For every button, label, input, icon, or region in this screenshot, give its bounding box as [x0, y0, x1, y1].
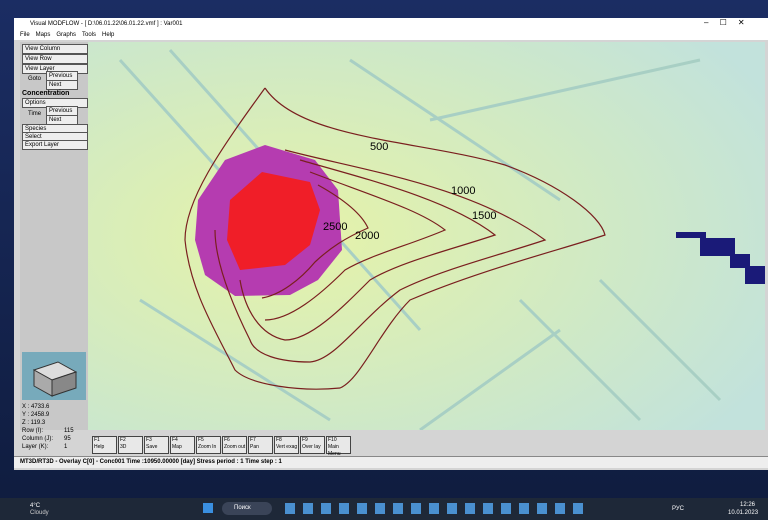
key: F10	[328, 437, 337, 443]
coord: Column (J):	[22, 436, 54, 442]
cells	[676, 232, 765, 284]
clock-date: 10.01.2023	[728, 510, 759, 516]
cube-icon	[32, 361, 78, 397]
toolbar-button[interactable]: F7 Pan	[248, 436, 273, 454]
coord: 95	[64, 436, 71, 442]
key: F1	[94, 437, 100, 443]
toolbar-button[interactable]: F1 Help	[92, 436, 117, 454]
label: Vert exag	[276, 444, 298, 450]
button[interactable]: View Row	[22, 54, 88, 64]
label: Time	[28, 111, 42, 117]
section-label: Concentration	[22, 90, 70, 97]
button[interactable]: Next	[46, 80, 78, 90]
cube-view	[22, 352, 86, 400]
coord: Row (I):	[22, 428, 43, 434]
contour-label: 2500	[323, 221, 347, 233]
temperature: 4°C	[30, 503, 41, 509]
coord: X : 4733.6	[22, 404, 50, 410]
coord: Z : 119.3	[22, 420, 46, 426]
label: Zoom In	[198, 444, 217, 450]
contour-label: 1000	[451, 185, 475, 197]
label: Pan	[250, 444, 259, 450]
status-text: MT3D/RT3D - Overlay C[0] - Conc001 Time …	[20, 459, 282, 465]
menu-item[interactable]: Graphs	[56, 32, 77, 38]
key: F2	[120, 437, 126, 443]
clock-time: 12:26	[740, 502, 756, 508]
menu-item[interactable]: Maps	[35, 32, 51, 38]
map-background	[88, 42, 765, 430]
coord: 1	[64, 444, 68, 450]
weather: Cloudy	[30, 510, 49, 516]
key: F8	[276, 437, 282, 443]
toolbar-button[interactable]: F10 Main Menu	[326, 436, 351, 457]
contours	[184, 87, 606, 390]
key: F3	[146, 437, 152, 443]
key: F9	[302, 437, 308, 443]
taskbar-icons[interactable]	[285, 503, 585, 514]
status-bar: MT3D/RT3D - Overlay C[0] - Conc001 Time …	[14, 456, 768, 468]
search-text: Поиск	[234, 505, 251, 511]
coord: 115	[64, 428, 74, 434]
toolbar-button[interactable]: F4 Map	[170, 436, 195, 454]
contour-label: 500	[370, 141, 388, 153]
map: 500 1000 1500 2000 2500	[88, 42, 765, 430]
language: РУС	[672, 506, 685, 512]
window-controls[interactable]: – ☐ ✕	[704, 18, 745, 27]
toolbar-button[interactable]: F3 Save	[144, 436, 169, 454]
coord: Layer (K):	[22, 444, 49, 450]
label: Help	[94, 444, 105, 450]
label: Goto	[28, 76, 42, 82]
toolbar-button[interactable]: F5 Zoom In	[196, 436, 221, 454]
toolbar-button[interactable]: F8 Vert exag	[274, 436, 299, 454]
title-bar: Visual MODFLOW - [ D:\06.01.22\06.01.22.…	[14, 18, 768, 30]
label: Zoom out	[224, 444, 246, 450]
button[interactable]: Export Layer	[22, 140, 88, 150]
label: Map	[172, 444, 182, 450]
toolbar-button[interactable]: F9 Over lay	[300, 436, 325, 454]
window-title: Visual MODFLOW - [ D:\06.01.22\06.01.22.…	[30, 21, 183, 27]
menu-item[interactable]: Tools	[82, 32, 97, 38]
key: F6	[224, 437, 230, 443]
label: Main Menu	[328, 444, 341, 457]
toolbar-button[interactable]: F2 3D	[118, 436, 143, 454]
label: Over lay	[302, 444, 321, 450]
button[interactable]: View Column	[22, 44, 88, 54]
key: F5	[198, 437, 204, 443]
key: F7	[250, 437, 256, 443]
menu-item[interactable]: File	[20, 32, 30, 38]
label: Save	[146, 444, 158, 450]
plume-core	[227, 172, 320, 270]
taskbar: 4°C Cloudy Поиск РУС 12:26 10.01.2023	[0, 498, 768, 520]
contour-label: 2000	[355, 230, 379, 242]
contour-label: 1500	[472, 210, 496, 222]
coord: Y : 2458.9	[22, 412, 50, 418]
menu-item[interactable]: Help	[102, 32, 115, 38]
search-box[interactable]: Поиск	[222, 502, 272, 515]
menu-bar: File Maps Graphs Tools Help	[14, 30, 768, 40]
start-button[interactable]	[203, 503, 213, 513]
key: F4	[172, 437, 178, 443]
toolbar-button[interactable]: F6 Zoom out	[222, 436, 247, 454]
label: 3D	[120, 444, 127, 450]
